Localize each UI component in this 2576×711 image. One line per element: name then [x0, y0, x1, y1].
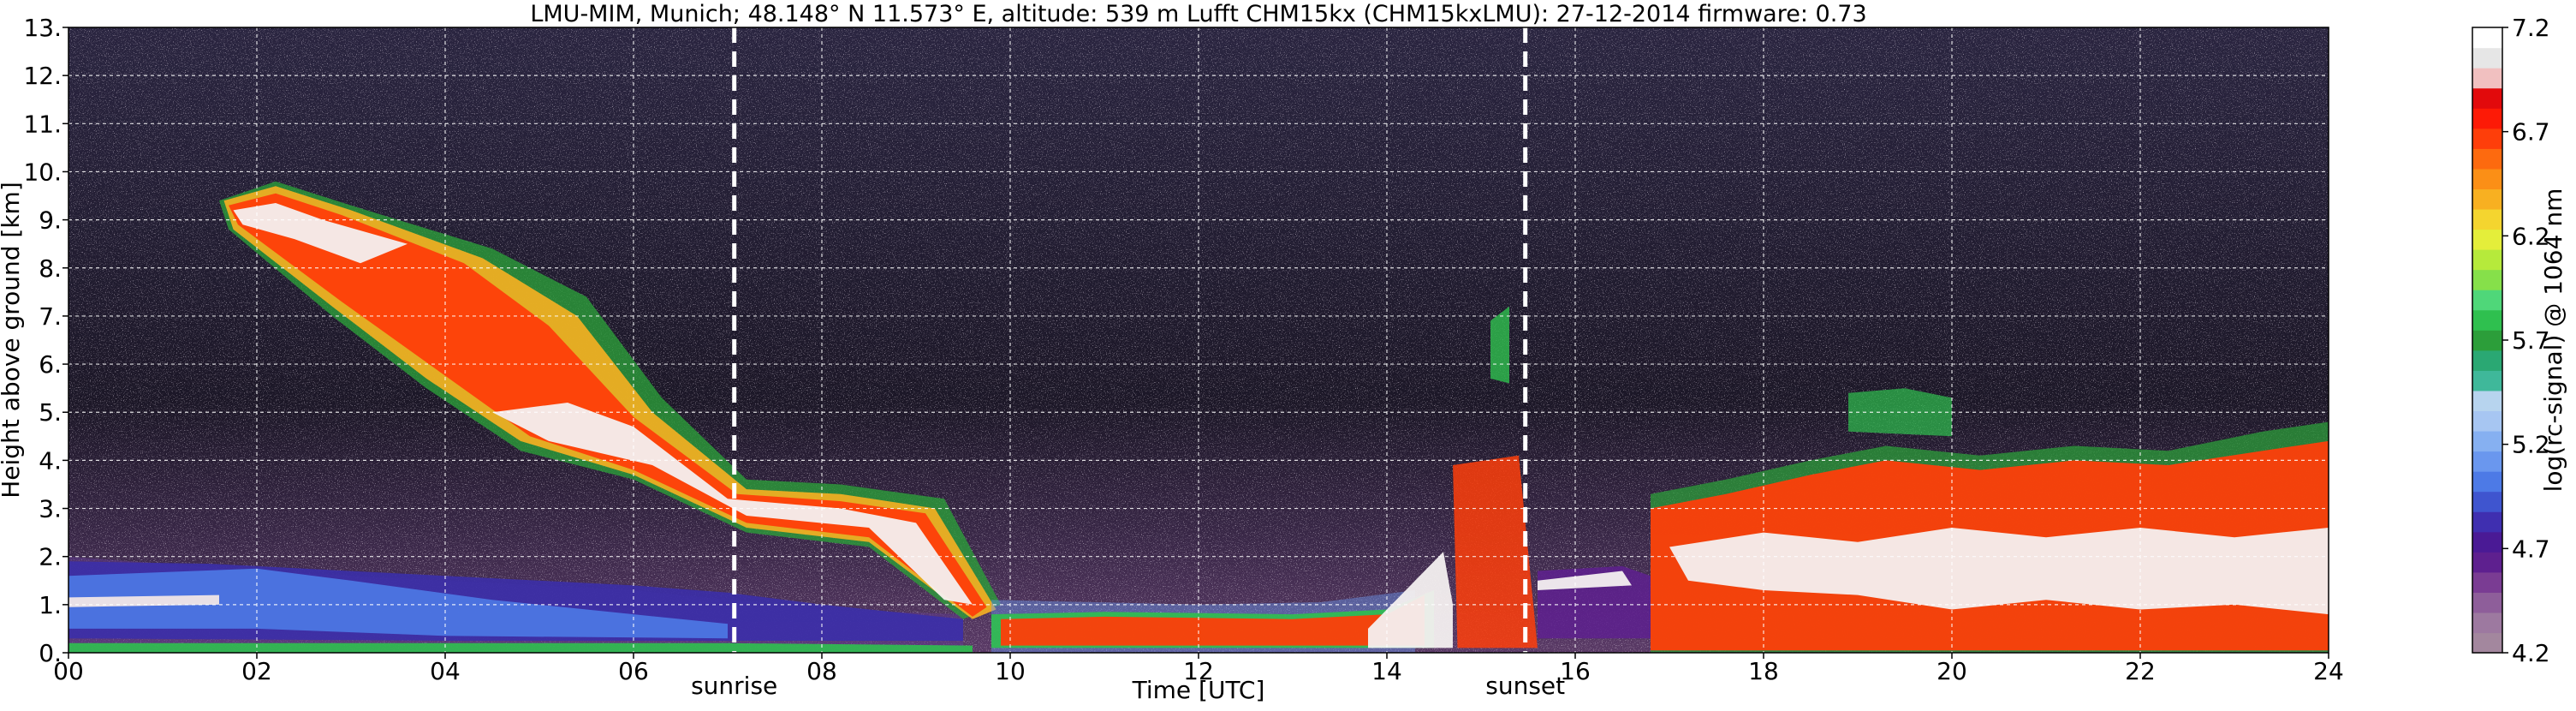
x-tick-label: 08: [806, 657, 837, 685]
y-tick-label: 0.: [39, 639, 62, 667]
colorbar-label: log(rc-signal) @ 1064 nm: [2539, 188, 2567, 493]
colorbar-band: [2472, 390, 2502, 412]
y-tick-label: 7.: [39, 302, 62, 331]
colorbar-band: [2472, 511, 2502, 533]
colorbar-band: [2472, 430, 2502, 452]
x-tick-label: 22: [2125, 657, 2156, 685]
colorbar-ticks: 4.2 4.7 5.2 5.7 6.2 6.7 7.2: [2502, 14, 2550, 667]
y-tick-label: 5.: [39, 398, 62, 427]
colorbar-band: [2472, 87, 2502, 109]
colorbar-tick-label: 6.2: [2512, 222, 2550, 250]
colorbar-band: [2472, 269, 2502, 290]
colorbar-band: [2472, 309, 2502, 331]
descending-layer-white: [492, 403, 973, 605]
y-tick-label: 8.: [39, 254, 62, 283]
chart-title: LMU-MIM, Munich; 48.148° N 11.573° E, al…: [530, 1, 1866, 27]
sunset-label: sunset: [1485, 672, 1565, 700]
cloud-top-white: [233, 203, 408, 264]
colorbar-band: [2472, 208, 2502, 230]
sun-marker-labels: sunrise sunset: [691, 672, 1565, 700]
x-tick-label: 20: [1936, 657, 1967, 685]
boundary-layer-lightblue: [68, 568, 728, 639]
x-tick-label: 24: [2313, 657, 2344, 685]
y-axis-label: Height above ground [km]: [0, 182, 25, 499]
y-tick-label: 10.: [23, 158, 62, 186]
colorbar-band: [2472, 108, 2502, 129]
colorbar-band: [2472, 632, 2502, 654]
x-tick-label: 04: [430, 657, 461, 685]
colorbar-band: [2472, 290, 2502, 311]
x-tick-label: 16: [1560, 657, 1591, 685]
y-tick-label: 9.: [39, 206, 62, 235]
sunrise-label: sunrise: [691, 672, 777, 700]
y-tick-label: 6.: [39, 350, 62, 379]
colorbar-band: [2472, 571, 2502, 593]
sunset-thin-white: [1538, 571, 1632, 590]
afternoon-white: [1368, 552, 1453, 648]
colorbar-tick-label: 6.7: [2512, 118, 2550, 146]
colorbar-band: [2472, 27, 2502, 49]
colorbar-band: [2472, 531, 2502, 553]
colorbar-band: [2472, 451, 2502, 472]
colorbar-band: [2472, 592, 2502, 613]
x-tick-label: 06: [618, 657, 649, 685]
colorbar-band: [2472, 410, 2502, 432]
colorbar-band: [2472, 47, 2502, 69]
x-tick-label: 00: [53, 657, 84, 685]
early-thin-layer: [68, 594, 219, 607]
colorbar-band: [2472, 229, 2502, 250]
y-tick-label: 2.: [39, 543, 62, 571]
y-tick-label: 12.: [23, 62, 62, 90]
colorbar-band: [2472, 188, 2502, 210]
colorbar-bands: [2472, 27, 2502, 654]
x-axis-label: Time [UTC]: [1132, 676, 1265, 704]
y-tick-label: 1.: [39, 591, 62, 619]
y-axis: 0. 1. 2. 3. 4. 5. 6. 7. 8. 9. 10. 11. 12. 13.: [23, 14, 68, 667]
pre-sunset-plume: [1453, 455, 1538, 648]
colorbar-band: [2472, 330, 2502, 351]
colorbar-band: [2472, 148, 2502, 170]
colorbar-band: [2472, 128, 2502, 149]
sun-markers: [732, 27, 1528, 653]
colorbar-tick-label: 4.7: [2512, 535, 2550, 563]
colorbar-band: [2472, 552, 2502, 573]
colorbar-band: [2472, 491, 2502, 512]
x-tick-label: 02: [241, 657, 272, 685]
signal-features: [68, 181, 2329, 653]
colorbar-tick-label: 5.7: [2512, 326, 2550, 355]
x-tick-label: 14: [1371, 657, 1402, 685]
colorbar-band: [2472, 370, 2502, 391]
colorbar-band: [2472, 612, 2502, 634]
colorbar: 4.2 4.7 5.2 5.7 6.2 6.7 7.2 log(rc-signal) @ 1…: [2472, 14, 2567, 667]
colorbar-tick-label: 4.2: [2512, 639, 2550, 667]
colorbar-band: [2472, 168, 2502, 189]
x-axis: 00 02 04 06 08 10 12 14 16 18 20 22 24: [53, 653, 2344, 685]
evening-white: [1669, 528, 2329, 615]
x-tick-label: 10: [995, 657, 1026, 685]
y-tick-label: 11.: [23, 110, 62, 138]
y-tick-label: 3.: [39, 495, 62, 523]
plot-area: [68, 27, 2329, 653]
y-tick-label: 13.: [23, 14, 62, 42]
x-tick-label: 18: [1748, 657, 1779, 685]
colorbar-band: [2472, 249, 2502, 271]
colorbar-band: [2472, 68, 2502, 89]
colorbar-tick-label: 7.2: [2512, 14, 2550, 42]
x-tick-label: 12: [1183, 657, 1214, 685]
surface-green-band: [68, 642, 973, 653]
colorbar-band: [2472, 350, 2502, 371]
y-tick-label: 4.: [39, 446, 62, 475]
colorbar-band: [2472, 471, 2502, 493]
grid: [68, 27, 2329, 653]
midday-bl-red: [1001, 594, 1425, 646]
colorbar-tick-label: 5.2: [2512, 431, 2550, 459]
